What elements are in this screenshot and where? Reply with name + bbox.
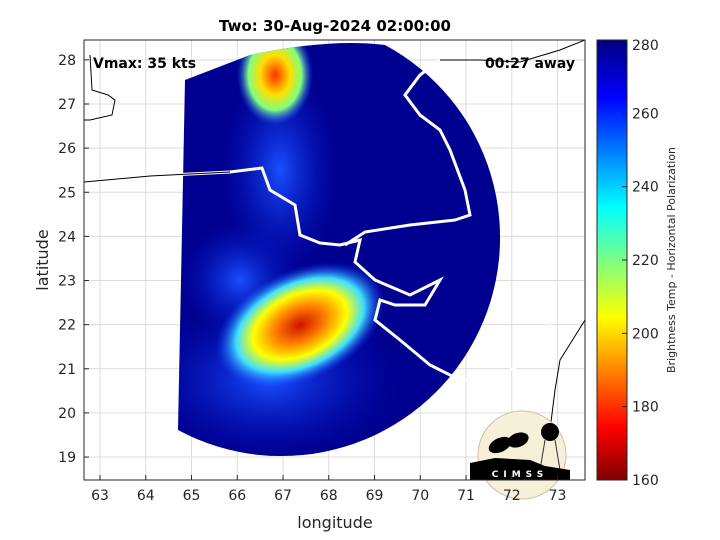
cimss-logo: CIMSS [470,410,570,500]
colorbar-tick-label: 180 [632,400,659,416]
storm-core [215,262,385,388]
time-offset-label: 00:27 away [485,56,575,72]
x-tick-label: 63 [91,488,109,504]
x-tick-label: 69 [366,488,384,504]
colorbar-tick-label: 200 [632,326,659,342]
x-tick-label: 67 [274,488,292,504]
y-tick-label: 20 [58,406,76,422]
y-tick-label: 28 [58,53,76,69]
colorbar-tick-label: 240 [632,180,659,196]
y-tick-label: 21 [58,362,76,378]
x-axis-label: longitude [297,513,372,532]
colorbar-tick-label: 260 [632,106,659,122]
y-tick-label: 26 [58,141,76,157]
y-axis: 19 20 21 22 23 24 25 26 27 28 [58,53,89,466]
x-tick-label: 72 [503,488,521,504]
colorbar-label: Brightness Temp - Horizontal Polarizatio… [665,147,678,373]
coastline [84,58,552,382]
vmax-label: Vmax: 35 kts [93,56,196,72]
logo-text: CIMSS [492,470,548,480]
y-tick-label: 24 [58,229,76,245]
x-tick-label: 64 [137,488,155,504]
chart-title: Two: 30-Aug-2024 02:00:00 [219,17,451,35]
colorbar-tick-label: 160 [632,473,659,489]
x-tick-label: 66 [228,488,246,504]
y-tick-label: 22 [58,318,76,334]
colorbar-axis: 160 180 200 220 240 260 280 [622,38,659,489]
x-tick-label: 68 [320,488,338,504]
x-tick-label: 70 [411,488,429,504]
x-tick-label: 71 [457,488,475,504]
y-tick-label: 19 [58,450,76,466]
axes-box [83,39,586,481]
colorbar-tick-label: 220 [632,253,659,269]
y-tick-label: 25 [58,185,76,201]
y-tick-label: 23 [58,274,76,290]
x-tick-label: 65 [183,488,201,504]
y-tick-label: 27 [58,97,76,113]
y-axis-label: latitude [33,229,52,290]
x-tick-label: 73 [549,488,567,504]
colorbar-tick-label: 280 [632,38,659,54]
x-axis: 63 64 65 66 67 68 69 70 71 72 73 [91,475,566,504]
